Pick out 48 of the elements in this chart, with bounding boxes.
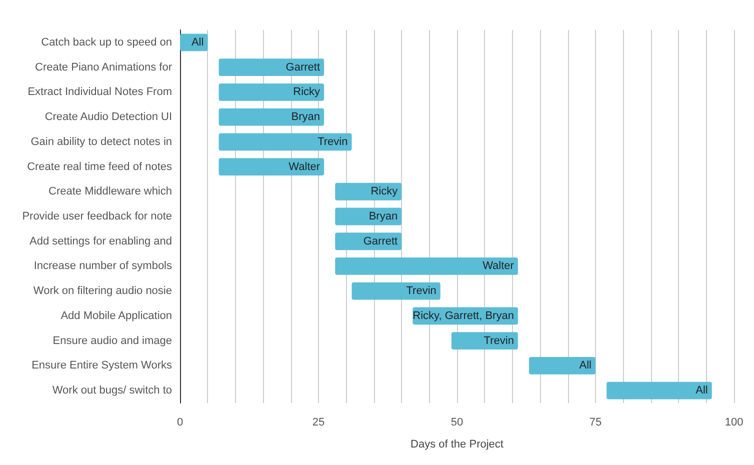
x-tick-label: 0 [176,416,184,428]
y-tick-label: Work on filtering audio nosie [33,285,172,298]
y-tick-label: Create Audio Detection UI [44,111,172,124]
data-label: Bryan [291,111,320,124]
y-tick-label: Provide user feedback for note [22,210,172,222]
y-tick-label: Catch back up to speed on [41,36,172,48]
y-tick-label: Create Middleware which [48,186,172,198]
data-label: Bryan [368,210,398,222]
bar [218,58,324,76]
bar [218,158,324,176]
bar [529,356,596,374]
y-tick-label: Ensure audio and image [52,334,172,347]
bar [451,332,518,350]
data-label: Trevin [406,285,436,298]
data-label: Garrett [363,235,398,248]
bar [218,133,352,151]
bar [180,34,208,52]
y-tick-label: Create real time feed of notes [27,160,172,173]
x-tick-label: 100 [724,416,744,428]
data-label: Garrett [286,61,320,74]
x-tick-label: 75 [589,416,602,428]
data-label: Trevin [318,136,348,148]
data-label: Ricky [370,186,398,198]
bar [606,382,712,400]
data-label: Walter [482,260,514,272]
data-label: All [696,384,708,397]
y-tick-label: Add Mobile Application [60,310,172,322]
data-label: Walter [288,160,320,173]
data-label: Ricky [293,86,321,98]
y-tick-label: Increase number of symbols [34,260,172,272]
bar [352,282,440,300]
y-tick-label: Work out bugs/ switch to [52,384,172,397]
data-label: All [579,360,592,372]
x-tick-label: 50 [450,416,464,428]
bar [335,258,518,275]
x-tick-label: 25 [312,416,325,428]
data-label: All [191,36,204,48]
y-tick-label: Add settings for enabling and [30,235,172,248]
bar [335,182,402,200]
bar [218,108,324,126]
y-tick-label: Extract Individual Notes From [28,86,172,98]
data-label: Ricky, Garrett, Bryan [412,310,514,322]
x-axis-title: Days of the Project [410,438,504,450]
bar [218,83,324,101]
y-tick-label: Gain ability to detect notes in [30,136,172,148]
y-tick-label: Ensure Entire System Works [32,360,172,372]
y-tick-label: Create Piano Animations for [35,61,172,74]
data-label: Trevin [484,334,514,347]
